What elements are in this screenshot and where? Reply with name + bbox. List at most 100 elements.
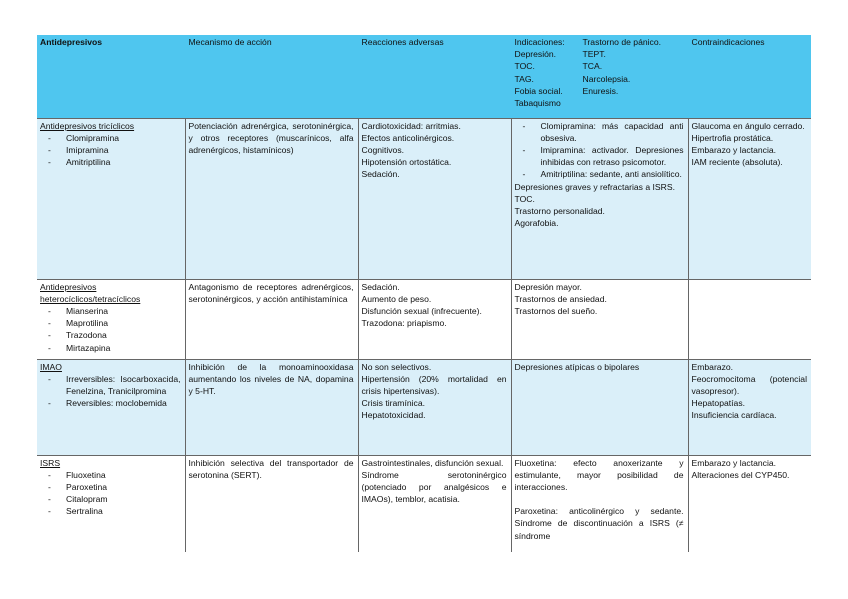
cell-text: Síndrome serotoninérgico (potenciado por… bbox=[361, 469, 507, 505]
header-row: Antidepresivos Mecanismo de acción Reaccio… bbox=[37, 35, 811, 119]
cell-text: Reacciones adversas bbox=[361, 37, 444, 47]
bullet-item: Clomipramina: más capacidad anti obsesiv… bbox=[523, 120, 684, 144]
bullet-list: FluoxetinaParoxetinaCitalopramSertralina bbox=[40, 469, 181, 518]
table-cell: Antagonismo de receptores adrenérgicos, … bbox=[184, 279, 358, 360]
table-cell: Mecanismo de acción bbox=[184, 35, 358, 119]
cell-text: Antagonismo de receptores adrenérgicos, … bbox=[188, 281, 354, 304]
cell-text: Depresión mayor. bbox=[514, 281, 582, 292]
cell-text: Mecanismo de acción bbox=[188, 37, 272, 47]
bullet-item: Irreversibles: Isocarboxacida, Fenelzina… bbox=[48, 373, 180, 397]
grid-item: Narcolepsia. bbox=[582, 73, 631, 84]
table-cell: Fluoxetina: efecto anoxerizante y estimu… bbox=[510, 455, 688, 552]
cell-text: Insuficiencia cardíaca. bbox=[691, 410, 777, 421]
cell-text: Depresiones graves y refractarias a ISRS… bbox=[514, 181, 675, 192]
table-cell: Antidepresivos tricíclicosClomipraminaIm… bbox=[37, 118, 185, 280]
table-cell: Reacciones adversas bbox=[357, 35, 511, 119]
cell-text: Cardiotoxicidad: arritmias. bbox=[361, 120, 461, 131]
table-cell: Embarazo. Feocromocitoma (potencial vasop… bbox=[687, 359, 811, 456]
table-cell: Contraindicaciones bbox=[687, 35, 811, 119]
cell-text: Trastorno personalidad. bbox=[514, 205, 605, 216]
cell-text: Trazodona: priapismo. bbox=[361, 318, 447, 329]
cell-text: Embarazo. bbox=[691, 361, 734, 372]
cell-text: Disfunción sexual (infrecuente). bbox=[361, 305, 482, 316]
spacer bbox=[515, 493, 684, 505]
table-cell: Clomipramina: más capacidad anti obsesiv… bbox=[510, 118, 688, 280]
grid-item: Enuresis. bbox=[582, 85, 619, 96]
cell-text: Crisis tiramínica. bbox=[361, 398, 426, 409]
table-cell: Antidepresivos bbox=[37, 35, 185, 119]
bullet-item: Imipramina bbox=[48, 144, 181, 156]
indication-grid: Indicaciones: Trastorno de pánico. Depresi… bbox=[515, 36, 684, 109]
table-cell: No son selectivos. Hipertensión (20% mort… bbox=[357, 359, 511, 456]
table-cell: Antidepresivos heterocíclicos/tetracícli… bbox=[37, 279, 185, 360]
grid-item: TEPT. bbox=[582, 49, 606, 60]
cell-text: Hipertrofia prostática. bbox=[691, 132, 774, 143]
bullet-item: Paroxetina bbox=[48, 481, 181, 493]
bullet-item: Citalopram bbox=[48, 493, 181, 505]
bullet-item: Mirtazapina bbox=[48, 342, 181, 354]
bullet-item: Fluoxetina bbox=[48, 469, 181, 481]
bullet-item: Maprotilina bbox=[48, 317, 181, 329]
bullet-item: Amitriptilina bbox=[48, 156, 181, 168]
cell-text: Inhibición selectiva del transportador d… bbox=[188, 457, 354, 480]
table-cell: IMAOIrreversibles: Isocarboxacida, Fenel… bbox=[37, 359, 185, 456]
cell-text: Aumento de peso. bbox=[361, 293, 432, 304]
cell-text: Fluoxetina: efecto anoxerizante y estimu… bbox=[514, 457, 684, 492]
cell-text: Inhibición de la monoaminooxidasa aument… bbox=[188, 361, 354, 396]
grid-item: Indicaciones: bbox=[514, 37, 565, 47]
bullet-item: Trazodona bbox=[48, 329, 181, 341]
table-frame: Antidepresivos Mecanismo de acción Reaccio… bbox=[37, 35, 812, 552]
cell-text: Glaucoma en ángulo cerrado. bbox=[691, 120, 805, 131]
bullet-list: MianserinaMaprotilinaTrazodonaMirtazapin… bbox=[40, 305, 181, 354]
cell-text: Sedación. bbox=[361, 281, 400, 292]
grid-item: Tabaquismo bbox=[514, 98, 561, 109]
table-row: IMAOIrreversibles: Isocarboxacida, Fenel… bbox=[37, 359, 811, 456]
table-row: ISRSFluoxetinaParoxetinaCitalopramSertra… bbox=[37, 455, 811, 552]
table-cell: Embarazo y lactancia. Alteraciones del CY… bbox=[687, 455, 811, 552]
cell-heading: Antidepresivos tricíclicos bbox=[40, 120, 135, 131]
grid-item: TCA. bbox=[582, 61, 603, 72]
cell-text: Embarazo y lactancia. bbox=[691, 144, 777, 155]
cell-text: Hipotensión ortostática. bbox=[361, 157, 452, 168]
cell-text: Embarazo y lactancia. bbox=[691, 457, 777, 468]
table-cell: Glaucoma en ángulo cerrado. Hipertrofia p… bbox=[687, 118, 811, 280]
table-row: Antidepresivos heterocíclicos/tetracícli… bbox=[37, 279, 811, 360]
bullet-item: Sertralina bbox=[48, 505, 181, 517]
table-cell: ISRSFluoxetinaParoxetinaCitalopramSertra… bbox=[37, 455, 185, 552]
table-cell: Cardiotoxicidad: arritmias. Efectos antic… bbox=[357, 118, 511, 280]
cell-heading: IMAO bbox=[40, 361, 62, 372]
table-cell: Inhibición de la monoaminooxidasa aument… bbox=[184, 359, 358, 456]
table-cell: Gastrointestinales, disfunción sexual. Sí… bbox=[357, 455, 511, 552]
cell-text: Trastornos del sueño. bbox=[514, 305, 598, 316]
cell-text: Alteraciones del CYP450. bbox=[691, 469, 790, 480]
table-row: Antidepresivos tricíclicosClomipraminaIm… bbox=[37, 118, 811, 280]
cell-text: Cognitivos. bbox=[361, 144, 405, 155]
cell-text: Sedación. bbox=[361, 169, 400, 180]
table-cell: Sedación. Aumento de peso. Disfunción sexu… bbox=[357, 279, 511, 360]
cell-text: Trastornos de ansiedad. bbox=[514, 293, 607, 304]
cell-heading: ISRS bbox=[40, 457, 61, 468]
table-cell: Potenciación adrenérgica, serotoninérgic… bbox=[184, 118, 358, 280]
grid-item: TOC. bbox=[514, 61, 535, 72]
cell-text: Hepatotoxicidad. bbox=[361, 410, 426, 421]
grid-item: Trastorno de pánico. bbox=[582, 37, 662, 47]
cell-text: Agorafobia. bbox=[514, 218, 559, 229]
cell-text: IAM reciente (absoluta). bbox=[691, 157, 783, 168]
table-cell: Inhibición selectiva del transportador d… bbox=[184, 455, 358, 552]
table-cell: Indicaciones: Trastorno de pánico. Depresi… bbox=[510, 35, 688, 119]
table-cell: Depresiones atípicas o bipolares bbox=[510, 359, 688, 456]
cell-text: Potenciación adrenérgica, serotoninérgic… bbox=[188, 120, 354, 155]
cell-text: Depresiones atípicas o bipolares bbox=[514, 361, 640, 372]
drug-table: Antidepresivos Mecanismo de acción Reaccio… bbox=[37, 35, 811, 552]
cell-text: Paroxetina: anticolinérgico y sedante. S… bbox=[514, 506, 684, 541]
cell-text: Efectos anticolinérgicos. bbox=[361, 132, 455, 143]
cell-text: Antidepresivos bbox=[40, 37, 103, 47]
bullet-item: Clomipramina bbox=[48, 132, 181, 144]
cell-text: Hipertensión (20% mortalidad en crisis h… bbox=[361, 373, 507, 396]
grid-item: Fobia social. bbox=[514, 85, 563, 96]
bullet-item: Imipramina: activador. Depresiones inhib… bbox=[523, 144, 684, 168]
cell-text: Feocromocitoma (potencial vasopresor). bbox=[691, 373, 808, 396]
cell-heading: Antidepresivos heterocíclicos/tetracícli… bbox=[40, 281, 141, 304]
